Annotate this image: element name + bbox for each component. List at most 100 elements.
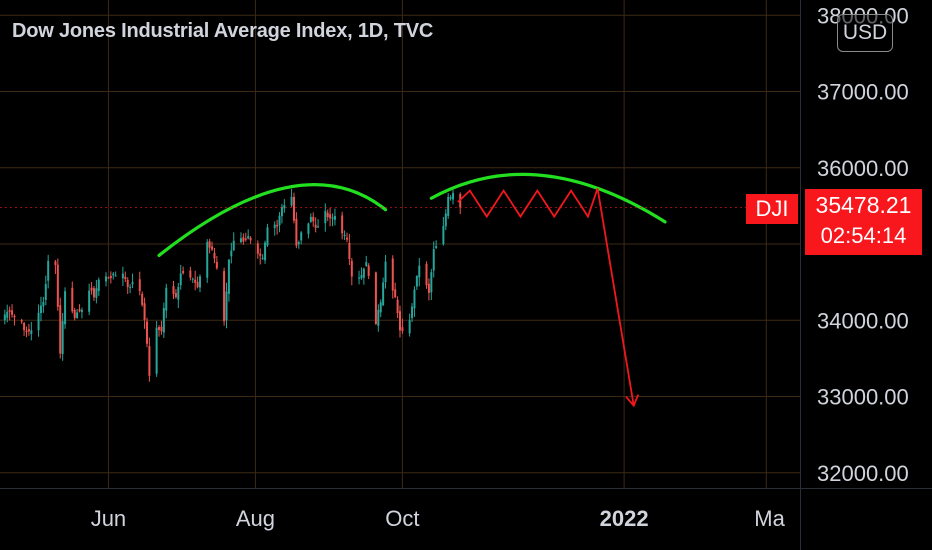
candle-body bbox=[227, 259, 230, 294]
candle-body bbox=[350, 260, 353, 277]
candle-body bbox=[401, 327, 404, 332]
candle-body bbox=[148, 346, 151, 376]
candle-body bbox=[449, 197, 452, 199]
candle-body bbox=[138, 279, 141, 292]
candle-body bbox=[360, 275, 363, 279]
candle-body bbox=[39, 305, 42, 314]
candle-body bbox=[314, 224, 317, 228]
candle-body bbox=[131, 282, 134, 285]
candle-body bbox=[444, 213, 447, 227]
candle-body bbox=[88, 290, 91, 312]
time-tick-label: Ma bbox=[754, 506, 785, 531]
candle-body bbox=[256, 243, 259, 254]
time-tick-label: 2022 bbox=[600, 506, 649, 531]
arc-annotation bbox=[429, 172, 667, 224]
candle-body bbox=[242, 237, 245, 242]
candle-body bbox=[324, 210, 327, 224]
candle-body bbox=[121, 273, 124, 279]
candle-body bbox=[415, 275, 418, 287]
candle-body bbox=[280, 206, 283, 217]
candle-body bbox=[382, 282, 385, 306]
candle-body bbox=[174, 293, 177, 298]
candle-body bbox=[442, 226, 445, 245]
candle-body bbox=[379, 302, 382, 313]
candle-body bbox=[326, 212, 329, 218]
candle-body bbox=[341, 215, 344, 234]
chart-title: Dow Jones Industrial Average Index, 1D, … bbox=[12, 20, 434, 42]
candle-body bbox=[264, 242, 267, 261]
candle-body bbox=[230, 250, 233, 257]
candle-body bbox=[309, 216, 312, 222]
candle-body bbox=[225, 291, 228, 321]
candle-body bbox=[42, 301, 45, 307]
candle-body bbox=[6, 311, 9, 318]
candle-body bbox=[129, 286, 132, 288]
candle-body bbox=[191, 278, 194, 280]
candle-body bbox=[177, 286, 180, 300]
candle-body bbox=[179, 273, 182, 286]
candle-body bbox=[172, 286, 175, 294]
ticker-badge: DJI bbox=[746, 194, 798, 224]
candle-body bbox=[141, 293, 144, 305]
candle-body bbox=[329, 214, 332, 219]
price-axis-panel bbox=[800, 0, 932, 550]
arrow-line bbox=[596, 188, 635, 406]
candle-body bbox=[30, 330, 33, 335]
last-price-value: 35478.21 bbox=[815, 192, 912, 218]
candle-body bbox=[247, 236, 250, 239]
price-tick-label: 36000.00 bbox=[817, 156, 909, 181]
candle-body bbox=[300, 232, 303, 241]
candle-body bbox=[71, 287, 74, 312]
candle-body bbox=[145, 321, 148, 344]
candle-body bbox=[331, 217, 334, 219]
arrow-head bbox=[625, 394, 640, 408]
candle-body bbox=[425, 263, 428, 286]
candle-body bbox=[345, 237, 348, 240]
candle-body bbox=[365, 262, 368, 267]
candle-body bbox=[232, 240, 235, 251]
price-tick-label: 37000.00 bbox=[817, 80, 909, 105]
candle-body bbox=[278, 215, 281, 226]
candle-body bbox=[199, 276, 201, 288]
candle-body bbox=[273, 224, 276, 228]
candle-body bbox=[206, 241, 209, 278]
candle-body bbox=[3, 314, 6, 321]
candle-body bbox=[194, 279, 197, 283]
candle-body bbox=[13, 315, 16, 318]
currency-button[interactable]: USD bbox=[837, 14, 893, 52]
candle-body bbox=[411, 306, 414, 319]
arc-annotation bbox=[157, 183, 388, 258]
candle-body bbox=[97, 279, 100, 292]
candle-body bbox=[211, 246, 214, 250]
candle-body bbox=[47, 260, 50, 281]
candle-body bbox=[90, 287, 93, 291]
price-tick-label: 34000.00 bbox=[817, 308, 909, 333]
candle-body bbox=[435, 246, 438, 248]
candle-body bbox=[92, 288, 95, 298]
candle-body bbox=[8, 310, 11, 312]
candle-body bbox=[78, 309, 81, 312]
candle-body bbox=[396, 299, 399, 314]
candle-body bbox=[158, 327, 161, 330]
candle-body bbox=[307, 223, 310, 234]
candle-body bbox=[427, 283, 430, 293]
candle-body bbox=[343, 234, 346, 237]
candle-body bbox=[196, 281, 199, 288]
candle-body bbox=[362, 268, 365, 278]
candle-body bbox=[223, 271, 226, 322]
candle-body bbox=[165, 287, 168, 311]
candle-body bbox=[54, 261, 57, 266]
candle-body bbox=[80, 309, 83, 313]
candle-body bbox=[61, 321, 64, 354]
candle-body bbox=[249, 237, 252, 241]
candle-body bbox=[408, 320, 411, 334]
candle-body bbox=[292, 196, 295, 221]
candle-body bbox=[112, 273, 115, 276]
candle-body bbox=[162, 307, 165, 333]
candle-body bbox=[295, 218, 298, 246]
candle-body bbox=[208, 241, 211, 248]
candle-body bbox=[391, 258, 394, 291]
candle-body bbox=[37, 312, 40, 331]
candle-body bbox=[377, 309, 380, 326]
